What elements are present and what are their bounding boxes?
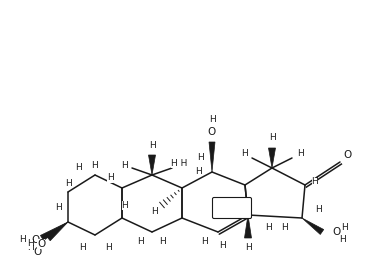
Text: H: H [245,243,252,252]
Text: H: H [312,177,319,186]
Text: H: H [339,235,345,244]
Text: H: H [55,204,62,213]
Text: H: H [19,235,26,244]
Polygon shape [40,222,68,241]
Text: H: H [152,208,158,216]
Text: H: H [149,141,155,150]
Text: H: H [122,200,128,210]
Polygon shape [46,222,68,241]
Text: H: H [104,243,111,252]
Text: H H: H H [171,158,187,167]
Text: H: H [65,178,71,188]
Text: H: H [27,243,33,252]
Text: Abs: Abs [224,204,240,213]
Text: H: H [197,153,204,163]
Text: H: H [265,224,271,232]
Text: H: H [342,224,348,232]
Text: H: H [159,238,165,246]
Polygon shape [302,218,324,235]
Text: O: O [34,247,42,257]
Text: H: H [75,164,81,172]
Text: H: H [27,240,33,249]
Polygon shape [245,215,252,238]
Text: O: O [332,227,340,237]
Text: H: H [241,148,247,158]
Text: H: H [79,243,86,252]
Text: H: H [92,161,98,169]
Text: O: O [31,235,39,245]
Text: H: H [219,241,225,249]
Text: H: H [137,238,143,246]
Text: H: H [296,148,303,158]
Text: H: H [107,174,113,183]
Text: H: H [269,133,276,142]
Text: H: H [122,161,128,169]
Text: O: O [208,127,216,137]
Text: H: H [282,224,288,232]
Text: O: O [37,239,45,249]
Polygon shape [269,148,276,168]
Text: H: H [195,167,201,177]
FancyBboxPatch shape [212,197,252,219]
Text: H: H [209,116,216,125]
Text: H: H [315,205,321,215]
Text: H: H [202,238,208,246]
Text: O: O [344,150,352,160]
Polygon shape [209,142,215,172]
Polygon shape [149,155,156,175]
